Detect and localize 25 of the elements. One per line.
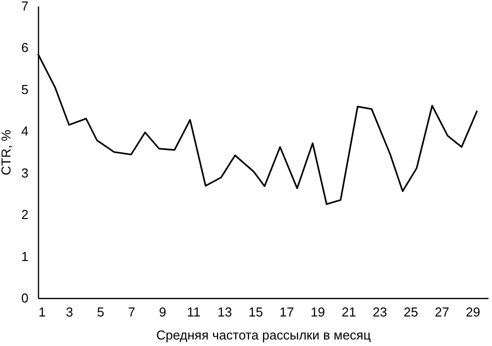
x-tick-label: 15 — [248, 304, 263, 320]
y-tick-label: 5 — [21, 82, 28, 97]
x-tick-label: 23 — [372, 304, 388, 320]
x-axis-title: Средняя частота рассылки в месяц — [156, 328, 372, 342]
x-tick-label: 21 — [342, 304, 356, 320]
y-tick-label: 2 — [21, 207, 28, 222]
y-tick-label: 4 — [21, 124, 28, 139]
x-tick-label: 17 — [280, 304, 294, 320]
y-tick-label: 1 — [21, 248, 28, 264]
x-tick-label: 13 — [217, 304, 232, 320]
y-tick-label: 0 — [21, 290, 28, 306]
x-tick-label: 11 — [186, 304, 200, 320]
x-tick-label: 9 — [159, 304, 166, 320]
x-tick-label: 3 — [66, 304, 74, 320]
y-axis-title: CTR, % — [0, 129, 14, 176]
x-tick-label: 29 — [466, 304, 480, 320]
x-tick-label: 19 — [310, 304, 326, 320]
x-tick-label: 5 — [96, 304, 104, 320]
x-tick-label: 1 — [38, 304, 46, 320]
y-tick-label: 6 — [21, 40, 28, 56]
x-tick-label: 25 — [404, 304, 418, 320]
y-tick-label: 3 — [21, 165, 28, 180]
y-tick-label: 7 — [21, 0, 28, 14]
x-tick-label: 7 — [128, 304, 136, 320]
x-tick-label: 27 — [434, 304, 450, 320]
